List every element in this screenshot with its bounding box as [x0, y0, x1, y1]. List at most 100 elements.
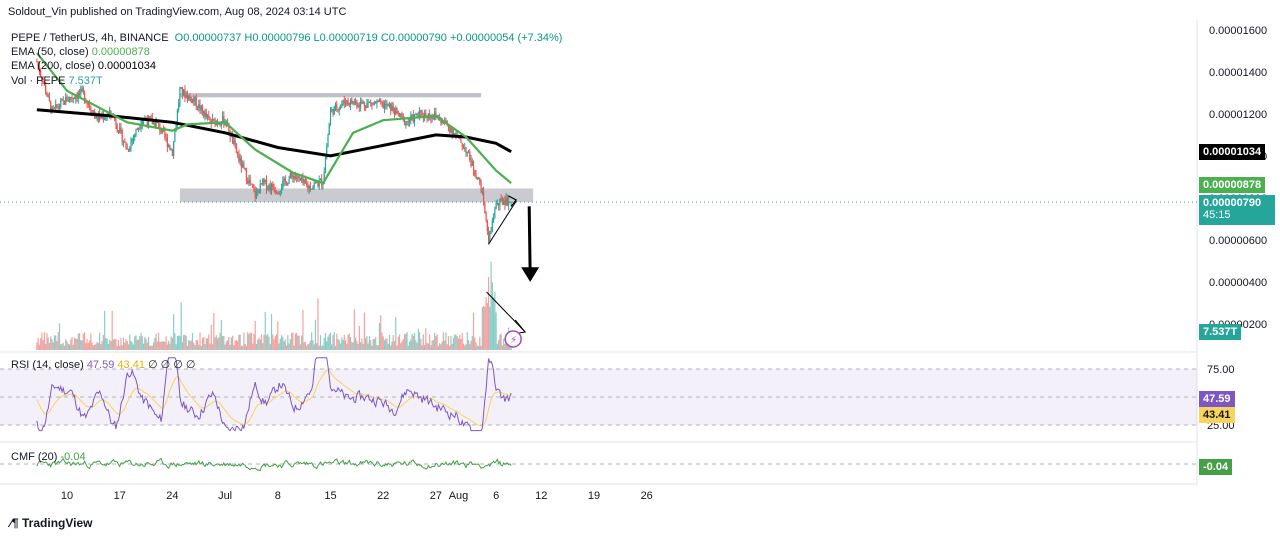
volume-bar: [504, 343, 506, 350]
candle-body: [250, 183, 253, 185]
volume-bar: [275, 334, 278, 350]
volume-bar: [88, 340, 91, 350]
candle-body: [354, 101, 357, 104]
candle-body: [170, 149, 172, 151]
candle-body: [425, 113, 427, 117]
candle-body: [56, 104, 58, 108]
volume-bar: [341, 337, 343, 350]
candle-body: [181, 87, 184, 95]
ema200-price-tag: 0.00001034: [1199, 144, 1266, 160]
candle-body: [50, 100, 52, 112]
volume-bar: [141, 336, 143, 350]
volume-legend[interactable]: Vol · PEPE 7.537T: [11, 75, 103, 87]
volume-bar: [309, 340, 312, 350]
candle-body: [358, 105, 360, 107]
candle-body: [152, 122, 155, 125]
pennant-line: [488, 200, 517, 245]
candle-body: [435, 112, 437, 115]
candle-body: [338, 107, 340, 111]
ema200-legend[interactable]: EMA (200, close) 0.00001034: [11, 60, 156, 72]
volume-bar: [421, 345, 423, 350]
candle-body: [467, 151, 470, 153]
symbol-title[interactable]: PEPE / TetherUS, 4h, BINANCE: [11, 32, 169, 44]
volume-bar: [381, 332, 383, 350]
volume-bar: [316, 343, 318, 350]
date-tick-label: 17: [113, 490, 126, 502]
candle-body: [510, 201, 512, 203]
candle-body: [247, 180, 249, 184]
volume-bar: [200, 345, 202, 350]
candle-body: [455, 133, 457, 135]
volume-bar: [82, 333, 84, 350]
candle-body: [240, 158, 243, 168]
candle-body: [361, 101, 363, 104]
volume-bar: [37, 337, 39, 350]
ema50-legend[interactable]: EMA (50, close) 0.00000878: [11, 46, 150, 58]
candle-body: [134, 134, 136, 138]
candle-body: [211, 118, 214, 123]
down-arrow-shaft: [527, 206, 532, 276]
candle-body: [218, 123, 220, 125]
ohlc-change: +0.00000054 (+7.34%): [449, 32, 563, 44]
candle-body: [85, 101, 87, 103]
volume-bar: [206, 338, 209, 350]
candle-body: [484, 202, 486, 213]
candle-body: [452, 133, 455, 135]
candle-body: [254, 190, 256, 199]
volume-bar: [175, 344, 177, 350]
volume-bar: [81, 340, 83, 350]
volume-bar: [424, 344, 426, 350]
volume-bar: [110, 341, 112, 350]
symbol-legend: PEPE / TetherUS, 4h, BINANCE O0.00000737…: [11, 32, 562, 44]
ema200-value: 0.00001034: [97, 60, 156, 72]
candle-body: [65, 97, 67, 105]
volume-bar: [297, 335, 299, 350]
candle-body: [270, 184, 273, 191]
tradingview-logo[interactable]: ⁄¶ TradingView: [10, 516, 92, 530]
candle-body: [164, 131, 166, 138]
volume-bar: [51, 339, 53, 350]
volume-bar: [245, 345, 248, 350]
volume-bar: [395, 317, 397, 350]
candle-body: [46, 93, 48, 97]
candle-body: [186, 94, 189, 100]
price-tick-label: 0.00000400: [1209, 277, 1268, 289]
volume-bar: [106, 338, 108, 350]
volume-bar: [495, 312, 497, 350]
candle-body: [365, 105, 367, 108]
volume-bar: [489, 306, 491, 350]
candle-body: [204, 112, 206, 117]
volume-bar: [154, 338, 156, 350]
cmf-legend[interactable]: CMF (20) -0.04: [11, 451, 86, 463]
candle-body: [375, 102, 377, 104]
volume-bar: [111, 310, 113, 350]
rsi-legend[interactable]: RSI (14, close) 47.59 43.41 ∅ ∅ ∅ ∅: [11, 358, 196, 371]
volume-bar: [279, 338, 281, 350]
volume-bar: [227, 340, 229, 350]
candle-body: [72, 97, 74, 99]
volume-bar: [328, 334, 330, 350]
volume-bar: [406, 332, 408, 350]
lightning-icon: [504, 330, 522, 348]
candle-body: [490, 230, 492, 232]
candle-body: [294, 176, 296, 178]
volume-bar: [60, 344, 62, 350]
volume-bar: [130, 340, 132, 350]
candle-body: [430, 117, 432, 119]
candle-body: [393, 111, 396, 115]
volume-bar: [322, 345, 324, 350]
candle-body: [195, 96, 197, 107]
candle-body: [318, 180, 320, 187]
volume-bar: [198, 344, 200, 350]
candle-body: [234, 140, 236, 145]
candle-body: [120, 127, 122, 131]
volume-bar: [254, 320, 256, 350]
date-tick-label: 26: [640, 490, 653, 502]
candle-body: [86, 102, 88, 104]
candle-body: [92, 111, 94, 114]
rsi-ma-tag: 43.41: [1199, 407, 1235, 423]
candle-body: [418, 110, 421, 117]
volume-bar: [90, 333, 92, 350]
candle-body: [292, 175, 294, 179]
